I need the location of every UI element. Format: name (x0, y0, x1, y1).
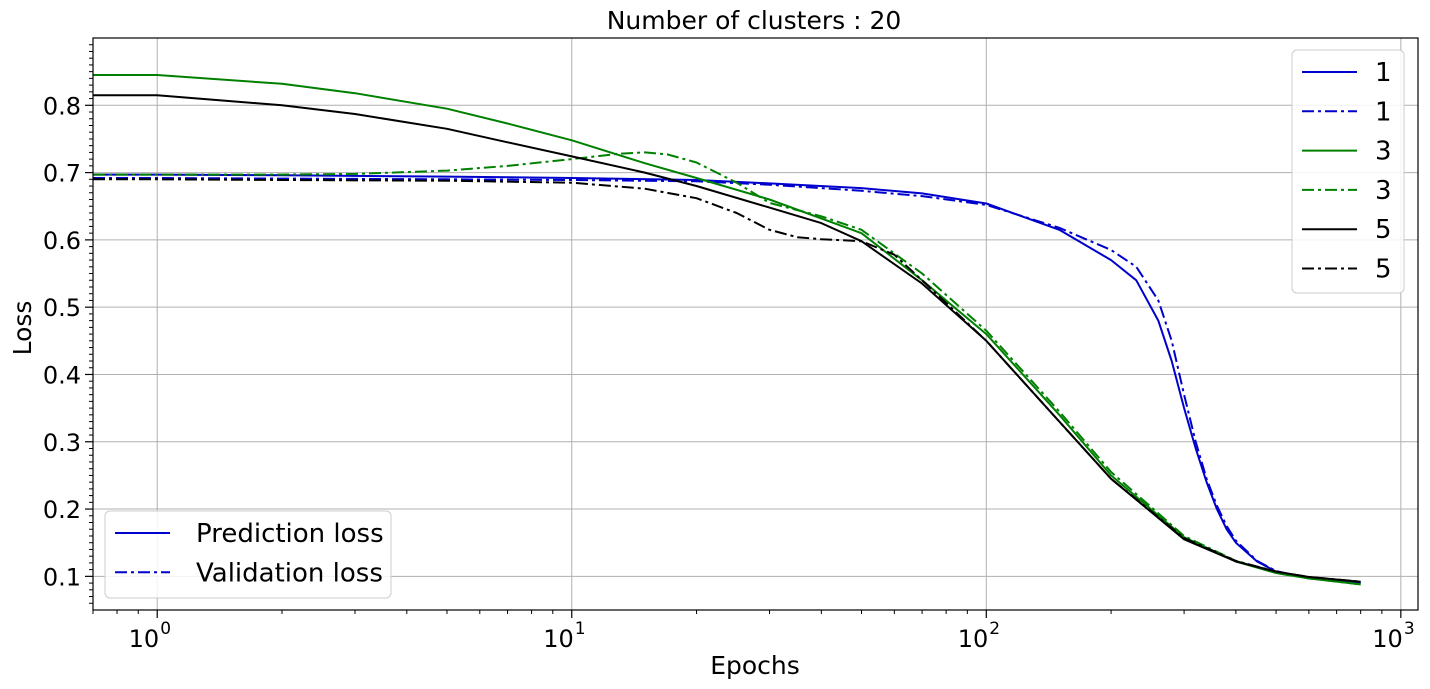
series-line-2 (93, 177, 1361, 584)
legend-lower-left: Prediction loss Validation loss (104, 510, 392, 599)
x-tick-label: 10 0 (129, 619, 171, 653)
x-tick-label: 10 1 (543, 619, 585, 653)
legends: 1 1 3 3 5 5 Prediction loss Validation loss (104, 49, 1405, 599)
legend-label: 5 (1375, 215, 1392, 245)
plot-frame (92, 37, 1419, 611)
legend-label: 3 (1375, 176, 1392, 206)
series-lines (93, 74, 1361, 586)
y-tick-label: 0.5 (43, 294, 81, 322)
x-tick-exponent: 3 (1404, 619, 1415, 639)
legend-label: 1 (1375, 97, 1392, 127)
y-tick-label: 0.1 (43, 563, 81, 591)
x-tick-exponent: 1 (575, 619, 586, 639)
y-tick-label: 0.8 (43, 92, 81, 120)
series-line-6 (93, 178, 1361, 583)
legend-label: 1 (1375, 58, 1392, 88)
y-axis-label: Loss (8, 301, 37, 356)
x-tick-label: 10 3 (1372, 619, 1414, 653)
series-line-5 (93, 94, 1361, 583)
x-tick-base: 10 (958, 625, 989, 653)
y-tick-label: 0.7 (43, 160, 81, 188)
series-line-4 (93, 151, 1361, 586)
x-tick-exponent: 2 (989, 619, 1000, 639)
x-tick-exponent: 0 (160, 619, 171, 639)
legend-upper-right: 1 1 3 3 5 5 (1291, 49, 1405, 294)
legend-label: Prediction loss (196, 519, 384, 549)
x-tick-base: 10 (543, 625, 574, 653)
y-tick-label: 0.6 (43, 227, 81, 255)
x-tick-base: 10 (129, 625, 160, 653)
x-tick-base: 10 (1372, 625, 1403, 653)
x-tick-label: 10 2 (958, 619, 1000, 653)
y-tick-label: 0.3 (43, 429, 81, 457)
legend-label: 3 (1375, 137, 1392, 167)
chart-title: Number of clusters : 20 (607, 6, 902, 35)
series-line-1 (93, 173, 1361, 585)
legend-label: Validation loss (196, 558, 383, 588)
x-axis-label: Epochs (710, 651, 800, 680)
legend-label: 5 (1375, 255, 1392, 285)
y-tick-label: 0.2 (43, 496, 81, 524)
y-tick-label: 0.4 (43, 361, 81, 389)
axis-ticks: 0.10.20.30.40.50.60.70.810 0 10 1 10 2 10 3 (43, 44, 1415, 653)
series-line-3 (93, 74, 1361, 586)
legend-frame (104, 510, 392, 599)
